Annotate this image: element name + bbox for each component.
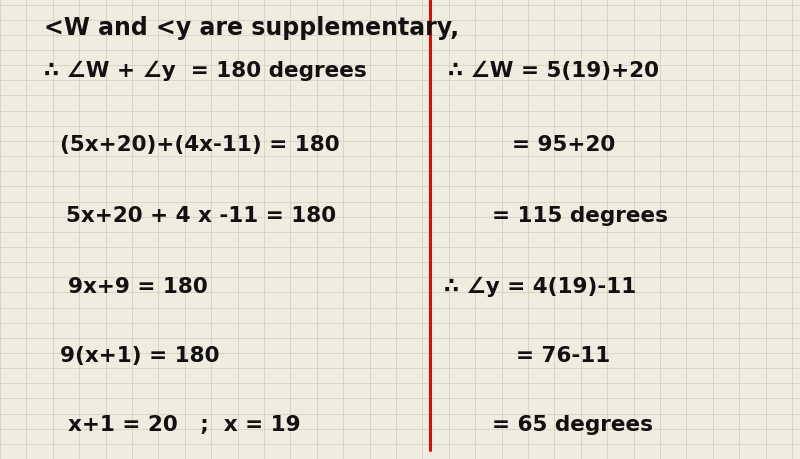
Text: 9(x+1) = 180: 9(x+1) = 180 bbox=[60, 346, 219, 366]
Text: ∴ ∠y = 4(19)-11: ∴ ∠y = 4(19)-11 bbox=[444, 277, 636, 297]
Text: ∴ ∠W + ∠y  = 180 degrees: ∴ ∠W + ∠y = 180 degrees bbox=[44, 61, 366, 81]
Text: x+1 = 20   ;  x = 19: x+1 = 20 ; x = 19 bbox=[68, 414, 301, 435]
Text: = 65 degrees: = 65 degrees bbox=[492, 414, 653, 435]
Text: 9x+9 = 180: 9x+9 = 180 bbox=[68, 277, 208, 297]
Text: ∴ ∠W = 5(19)+20: ∴ ∠W = 5(19)+20 bbox=[448, 61, 659, 81]
Text: (5x+20)+(4x-11) = 180: (5x+20)+(4x-11) = 180 bbox=[60, 134, 340, 155]
Text: = 95+20: = 95+20 bbox=[512, 134, 615, 155]
Text: 5x+20 + 4 x -11 = 180: 5x+20 + 4 x -11 = 180 bbox=[66, 206, 336, 226]
Text: = 115 degrees: = 115 degrees bbox=[492, 206, 668, 226]
Text: = 76-11: = 76-11 bbox=[516, 346, 610, 366]
Text: <W and <y are supplementary,: <W and <y are supplementary, bbox=[44, 16, 459, 39]
